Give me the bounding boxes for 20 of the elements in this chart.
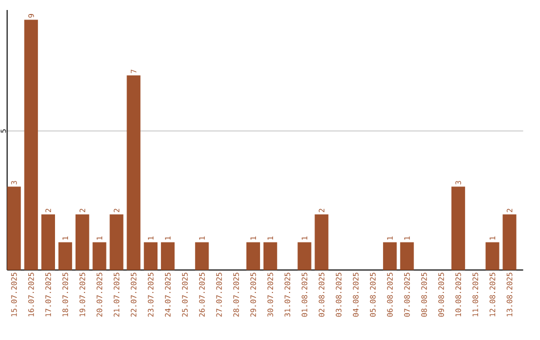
bar	[451, 186, 466, 270]
bar	[195, 242, 209, 270]
bar	[400, 242, 414, 270]
bar	[126, 75, 140, 270]
bar	[144, 242, 158, 270]
bar	[246, 242, 260, 270]
bar	[160, 242, 175, 270]
bar	[502, 214, 516, 270]
bar	[110, 214, 124, 270]
bar	[58, 242, 72, 270]
bar	[314, 214, 328, 270]
bar	[76, 214, 90, 270]
bar	[24, 20, 38, 270]
bar	[41, 214, 56, 270]
bar	[92, 242, 106, 270]
bar	[7, 186, 21, 270]
bar	[263, 242, 278, 270]
bar	[486, 242, 500, 270]
bar	[298, 242, 312, 270]
bar	[383, 242, 397, 270]
